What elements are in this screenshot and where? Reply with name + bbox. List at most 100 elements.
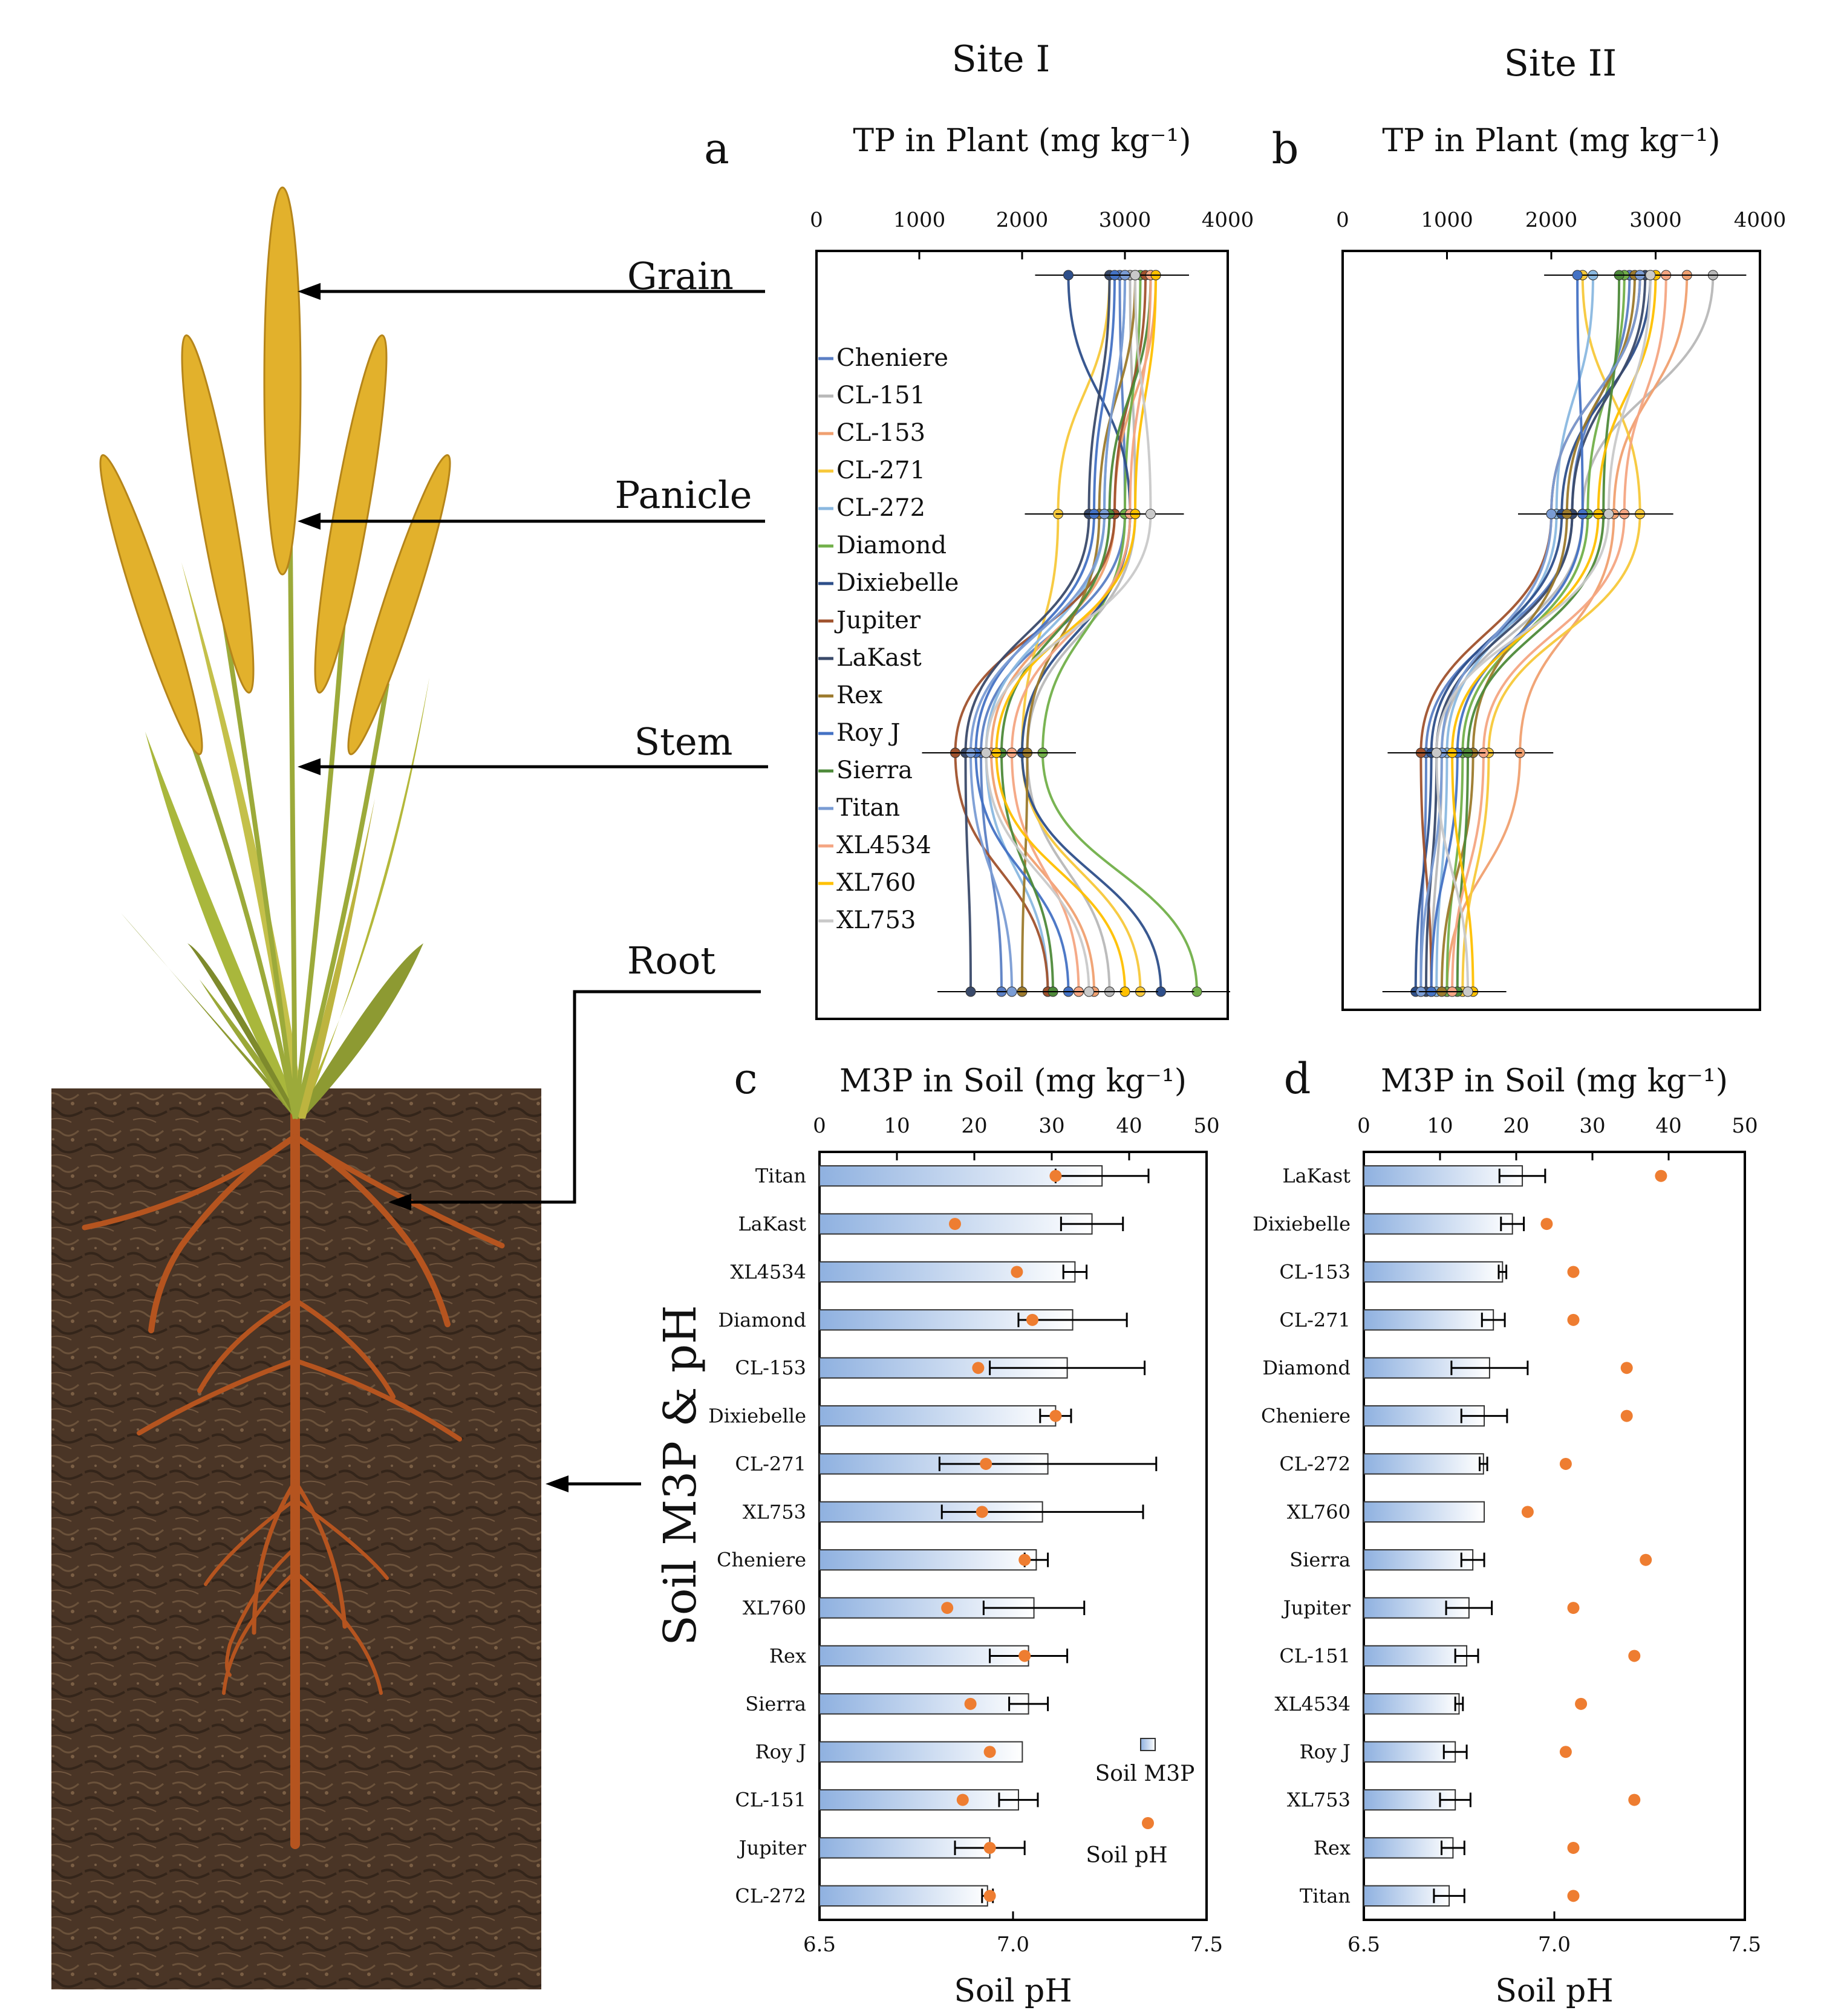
- m3p-tick-label-d-1: 10: [1427, 1114, 1453, 1138]
- ph-dot-c-sierra: [964, 1697, 977, 1710]
- category-label-c-jupiter: Jupiter: [737, 1836, 807, 1859]
- category-label-d-cl-272: CL-272: [1279, 1452, 1351, 1475]
- legend-label-dixiebelle: Dixiebelle: [836, 569, 959, 597]
- category-label-d-xl760: XL760: [1287, 1500, 1351, 1523]
- data-point-a-xl753-2: [981, 747, 991, 758]
- category-label-c-lakast: LaKast: [738, 1212, 806, 1235]
- data-point-b-titan-1: [1546, 509, 1557, 519]
- bar-d-roy-j: [1363, 1741, 1456, 1763]
- ph-dot-c-roy-j: [983, 1746, 996, 1758]
- bar-c-dixiebelle: [819, 1405, 1057, 1427]
- panel-letter-d: d: [1284, 1054, 1311, 1104]
- x-tick-label-a-1: 1000: [893, 208, 946, 232]
- series-line-b-sierra: [1456, 275, 1621, 992]
- ph-dot-d-cl-151: [1628, 1650, 1641, 1662]
- plot-frame-c: [818, 1151, 1208, 1921]
- legend-label-titan: Titan: [836, 794, 900, 822]
- ph-dot-c-cl-271: [980, 1457, 992, 1470]
- ph-dot-d-dixiebelle: [1540, 1218, 1553, 1231]
- legend-label-xl760: XL760: [836, 869, 916, 897]
- panel-title-a: TP in Plant (mg kg⁻¹): [853, 123, 1191, 159]
- plot-frame-b: [1341, 250, 1761, 1011]
- legend-label-cheniere: Cheniere: [836, 344, 948, 372]
- series-line-a-titan: [969, 275, 1126, 992]
- bar-c-cl-151: [819, 1789, 1019, 1811]
- ph-dot-d-titan: [1567, 1890, 1580, 1902]
- ph-axis-title-d: Soil pH: [1495, 1973, 1613, 2009]
- data-point-a-titan-3: [1006, 986, 1017, 997]
- category-label-d-dixiebelle: Dixiebelle: [1253, 1212, 1351, 1235]
- ph-dot-c-cl-151: [956, 1793, 969, 1806]
- rice-plant-with-roots-illustration: [51, 186, 541, 1989]
- category-label-c-xl753: XL753: [743, 1500, 806, 1523]
- series-line-a-diamond: [1041, 275, 1198, 992]
- series-line-a-cl-151: [1026, 275, 1137, 992]
- legend-label-soil-ph: Soil pH: [1086, 1843, 1167, 1868]
- x-tick-label-a-4: 4000: [1202, 208, 1254, 232]
- category-label-c-dixiebelle: Dixiebelle: [708, 1405, 806, 1428]
- panel-title-c: M3P in Soil (mg kg⁻¹): [839, 1063, 1187, 1099]
- ph-dot-d-xl753: [1628, 1793, 1641, 1806]
- ph-dot-d-xl4534: [1575, 1697, 1588, 1710]
- ph-dot-c-cl-272: [983, 1890, 996, 1902]
- category-label-c-roy-j: Roy J: [755, 1740, 806, 1763]
- arrow-heads: [298, 283, 569, 1492]
- ph-dot-c-jupiter: [983, 1841, 996, 1854]
- series-line-b-xl4534: [1451, 275, 1667, 992]
- category-label-d-lakast: LaKast: [1282, 1165, 1351, 1188]
- category-label-c-cheniere: Cheniere: [717, 1549, 806, 1572]
- legend-swatch-soil-m3p: [1140, 1738, 1156, 1751]
- ph-tick-label-c-1: 7.0: [997, 1933, 1029, 1957]
- category-label-c-titan: Titan: [755, 1165, 806, 1188]
- bar-d-xl760: [1363, 1501, 1485, 1523]
- data-point-b-xl753-0: [1645, 270, 1656, 281]
- bar-c-sierra: [819, 1693, 1029, 1715]
- category-label-c-cl-271: CL-271: [735, 1452, 806, 1475]
- bar-d-cl-271: [1363, 1309, 1494, 1331]
- series-line-b-cl-272: [1435, 275, 1594, 992]
- plot-frame-a: [815, 250, 1229, 1020]
- category-label-d-xl4534: XL4534: [1275, 1692, 1351, 1715]
- ph-tick-label-d-1: 7.0: [1538, 1933, 1571, 1957]
- data-point-a-lakast-3: [965, 986, 976, 997]
- plot-frame-d: [1363, 1151, 1746, 1921]
- site-title-1: Site I: [952, 38, 1051, 80]
- ph-dot-c-dixiebelle: [1049, 1410, 1062, 1422]
- organ-label-panicle: Panicle: [615, 473, 752, 517]
- ph-axis-title-c: Soil pH: [954, 1973, 1072, 2009]
- bar-c-cheniere: [819, 1549, 1037, 1571]
- legend-swatch-soil-ph: [1142, 1817, 1154, 1829]
- category-label-d-cl-151: CL-151: [1279, 1644, 1351, 1667]
- category-label-c-diamond: Diamond: [718, 1309, 806, 1332]
- category-label-d-sierra: Sierra: [1289, 1549, 1351, 1572]
- series-line-b-xl753: [1435, 275, 1652, 992]
- m3p-tick-label-d-2: 20: [1503, 1114, 1529, 1138]
- bar-d-cl-272: [1363, 1453, 1484, 1475]
- data-point-b-xl753-3: [1462, 986, 1473, 997]
- bar-d-lakast: [1363, 1165, 1523, 1187]
- ph-dot-d-lakast: [1655, 1169, 1667, 1182]
- site-title-2: Site II: [1504, 42, 1617, 85]
- ph-tick-label-c-2: 7.5: [1190, 1933, 1223, 1957]
- ph-dot-c-cl-153: [972, 1362, 985, 1374]
- category-label-c-cl-151: CL-151: [735, 1789, 806, 1812]
- m3p-tick-label-c-5: 50: [1193, 1114, 1219, 1138]
- ph-dot-d-rex: [1567, 1841, 1580, 1854]
- bar-c-rex: [819, 1645, 1029, 1667]
- category-label-d-roy-j: Roy J: [1300, 1740, 1351, 1763]
- panel-a-tp-site1: a TP in Plant (mg kg⁻¹) 0 1000 2000 3000 4000 C…: [704, 123, 1254, 1020]
- legend-label-cl-153: CL-153: [836, 419, 925, 447]
- ph-dot-c-xl753: [976, 1506, 988, 1518]
- legend-label-cl-151: CL-151: [836, 382, 925, 409]
- m3p-tick-label-c-2: 20: [961, 1114, 987, 1138]
- legend-label-jupiter: Jupiter: [834, 606, 921, 634]
- data-point-a-xl753-3: [1084, 986, 1094, 997]
- organ-label-root: Root: [627, 938, 715, 983]
- category-label-c-cl-153: CL-153: [735, 1356, 806, 1379]
- data-point-b-xl753-1: [1603, 509, 1614, 519]
- bar-d-cl-151: [1363, 1645, 1468, 1667]
- m3p-tick-label-d-4: 40: [1655, 1114, 1681, 1138]
- m3p-tick-label-c-4: 40: [1116, 1114, 1142, 1138]
- ph-dot-d-jupiter: [1567, 1602, 1580, 1614]
- m3p-tick-label-c-3: 30: [1038, 1114, 1064, 1138]
